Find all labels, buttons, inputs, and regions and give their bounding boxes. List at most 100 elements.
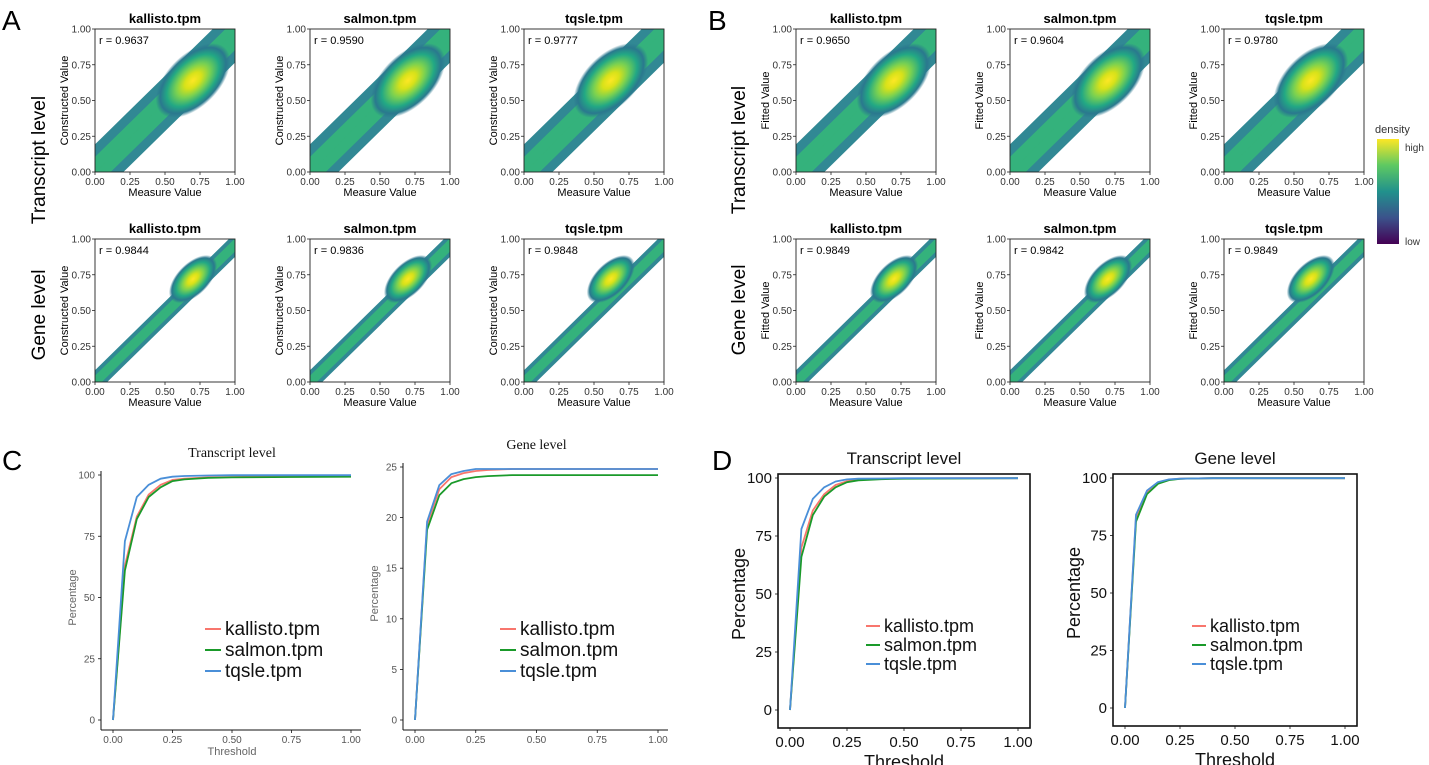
x-axis-label: Measure Value xyxy=(343,187,416,199)
scatter-point xyxy=(464,225,465,226)
x-axis-label: Measure Value xyxy=(557,187,630,199)
y-axis-label: Constructed Value xyxy=(274,56,286,146)
scatter-point xyxy=(1164,15,1165,16)
r-value: r = 0.9780 xyxy=(1228,35,1278,47)
x-axis-label: Threshold xyxy=(864,752,944,765)
x-tick-label: 1.00 xyxy=(1140,387,1160,398)
scatter-point xyxy=(237,237,238,238)
x-tick-label: 0.75 xyxy=(946,734,975,751)
line-chart-d1: Transcript level 0 25 50 75 100 0.00 0.25 0.50 0.… xyxy=(729,449,1033,765)
scatter-panel-b-4: kallisto.tpm r = 0.9849 0.000.00 0.25 0.25 0.… xyxy=(760,221,947,409)
x-tick-label: 0.75 xyxy=(1319,387,1339,398)
y-tick-label: 0.50 xyxy=(1201,306,1221,317)
scatter-point xyxy=(946,229,947,230)
scatter-point xyxy=(666,237,667,238)
x-tick-label: 0.50 xyxy=(222,735,242,746)
series-line-1 xyxy=(414,468,658,721)
x-tick-label: 0.50 xyxy=(1284,387,1304,398)
scatter-point xyxy=(1222,174,1223,175)
scatter-point xyxy=(937,239,938,240)
chart-title: Transcript level xyxy=(188,446,276,461)
legend-label: tqsle.tpm xyxy=(520,661,597,682)
panel-title: kallisto.tpm xyxy=(830,11,902,26)
panel-title: kallisto.tpm xyxy=(129,11,201,26)
x-tick-label: 0.50 xyxy=(155,387,175,398)
x-tick-label: 0.00 xyxy=(85,177,105,188)
scatter-point xyxy=(1158,231,1159,232)
scatter-panel-a-5: salmon.tpm r = 0.9836 0.000.00 0.25 0.25 0.50… xyxy=(274,221,467,409)
x-tick-label: 0.00 xyxy=(786,177,806,188)
scatter-point xyxy=(239,236,240,237)
density-legend-title: density xyxy=(1375,124,1410,136)
scatter-point xyxy=(82,185,83,186)
y-tick-label: 0.75 xyxy=(501,60,521,71)
x-tick-label: 0.75 xyxy=(405,177,425,188)
x-tick-label: 1.00 xyxy=(926,387,946,398)
y-tick-label: 0.50 xyxy=(987,96,1007,107)
scatter-point xyxy=(666,27,667,28)
scatter-point xyxy=(457,22,458,23)
x-tick-label: 0.25 xyxy=(1035,387,1055,398)
y-tick-label: 100 xyxy=(78,471,95,482)
x-tick-label: 1.00 xyxy=(648,735,668,746)
legend-label: kallisto.tpm xyxy=(520,619,615,640)
scatter-point xyxy=(92,175,93,176)
x-tick-label: 0.25 xyxy=(549,387,569,398)
y-tick-label: 1.00 xyxy=(773,235,793,246)
density-cloud xyxy=(796,229,947,382)
scatter-point xyxy=(669,24,670,25)
scatter-point xyxy=(1366,237,1367,238)
y-tick-label: 0.50 xyxy=(1201,96,1221,107)
density-legend-low: low xyxy=(1405,237,1421,248)
legend-label: salmon.tpm xyxy=(520,640,618,661)
scatter-point xyxy=(83,184,84,185)
scatter-point xyxy=(997,185,998,186)
x-tick-label: 1.00 xyxy=(1003,734,1032,751)
scatter-point xyxy=(466,223,467,224)
y-tick-label: 0.00 xyxy=(1201,378,1221,389)
scatter-point xyxy=(1372,231,1373,232)
y-axis-label: Constructed Value xyxy=(488,266,500,356)
scatter-point xyxy=(682,11,683,12)
panel-title: kallisto.tpm xyxy=(830,221,902,236)
x-tick-label: 0.00 xyxy=(1214,177,1234,188)
y-tick-label: 20 xyxy=(386,513,398,524)
scatter-point xyxy=(240,24,241,25)
y-axis-label: Fitted Value xyxy=(974,72,986,130)
scatter-point xyxy=(249,15,250,16)
scatter-point xyxy=(794,174,795,175)
r-value: r = 0.9637 xyxy=(99,35,149,47)
x-tick-label: 0.75 xyxy=(190,387,210,398)
density-peak xyxy=(383,254,433,304)
scatter-point xyxy=(455,234,456,235)
y-tick-label: 50 xyxy=(755,586,772,603)
scatter-point xyxy=(509,397,510,398)
r-value: r = 0.9836 xyxy=(314,245,364,257)
scatter-point xyxy=(1368,235,1369,236)
x-axis-label: Measure Value xyxy=(1043,187,1116,199)
y-tick-label: 0.00 xyxy=(72,168,92,179)
scatter-point xyxy=(1368,26,1369,27)
y-tick-label: 0.00 xyxy=(501,378,521,389)
density-peak xyxy=(1273,43,1349,118)
x-tick-label: 1.00 xyxy=(341,735,361,746)
scatter-point xyxy=(1371,23,1372,24)
y-tick-label: 0.25 xyxy=(72,342,92,353)
x-tick-label: 0.25 xyxy=(1249,177,1269,188)
density-cloud xyxy=(310,22,458,172)
density-cloud xyxy=(782,29,936,187)
scatter-point xyxy=(794,174,795,175)
scatter-point xyxy=(1159,20,1160,21)
scatter-point xyxy=(782,186,783,187)
chart-title: Gene level xyxy=(1194,449,1275,468)
scatter-point xyxy=(665,29,666,30)
scatter-panel-b-3: tqsle.tpm r = 0.9780 0.000.00 0.25 0.25 0.50 0… xyxy=(1188,11,1374,199)
scatter-point xyxy=(678,15,679,16)
y-tick-label: 1.00 xyxy=(987,25,1007,36)
panel-title: salmon.tpm xyxy=(1044,221,1117,236)
y-tick-label: 0.25 xyxy=(72,132,92,143)
legend-label: salmon.tpm xyxy=(1210,635,1303,655)
scatter-point xyxy=(1155,234,1156,235)
